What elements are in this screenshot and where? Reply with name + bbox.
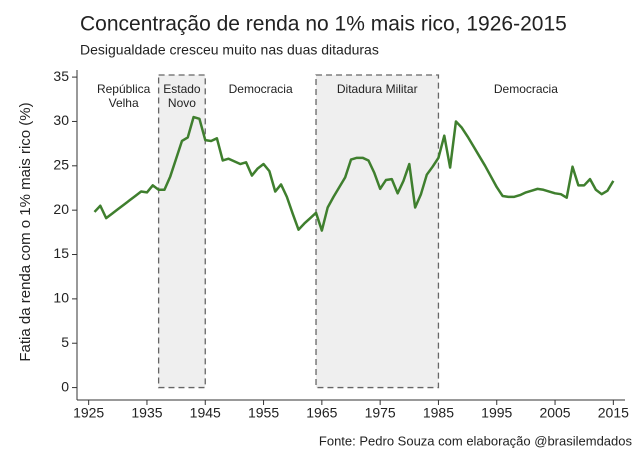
period-label: Novo xyxy=(168,96,196,110)
y-tick-label: 0 xyxy=(61,378,69,394)
x-tick-label: 2005 xyxy=(539,405,570,421)
y-tick-label: 25 xyxy=(53,157,69,173)
source-note: Fonte: Pedro Souza com elaboração @brasi… xyxy=(319,433,633,448)
series-line xyxy=(93,115,615,232)
y-tick-label: 5 xyxy=(61,334,69,350)
period-label: Estado xyxy=(163,82,201,96)
period-label: Velha xyxy=(109,96,139,110)
x-tick-label: 1955 xyxy=(248,405,279,421)
period-label: Ditadura Militar xyxy=(337,82,418,96)
x-tick-label: 1945 xyxy=(190,405,221,421)
y-axis-label: Fatia da renda com o 1% mais rico (%) xyxy=(17,102,34,361)
period-label: Democracia xyxy=(494,82,558,96)
period-label: República xyxy=(97,82,151,96)
y-tick-label: 30 xyxy=(53,112,69,128)
x-tick-label: 2015 xyxy=(598,405,629,421)
chart-subtitle: Desigualdade cresceu muito nas duas dita… xyxy=(80,42,379,58)
x-tick-label: 1965 xyxy=(306,405,337,421)
y-tick-label: 10 xyxy=(53,290,69,306)
y-tick-label: 15 xyxy=(53,245,69,261)
x-tick-label: 1985 xyxy=(423,405,454,421)
x-tick-label: 1995 xyxy=(481,405,512,421)
period-shade xyxy=(315,74,440,389)
period-shade xyxy=(157,74,206,389)
x-tick-label: 1925 xyxy=(73,405,104,421)
x-tick-label: 1935 xyxy=(131,405,162,421)
x-tick-label: 1975 xyxy=(365,405,396,421)
period-label: Democracia xyxy=(229,82,293,96)
y-tick-label: 35 xyxy=(53,68,69,84)
chart-title: Concentração de renda no 1% mais rico, 1… xyxy=(80,13,567,36)
y-tick-label: 20 xyxy=(53,201,69,217)
